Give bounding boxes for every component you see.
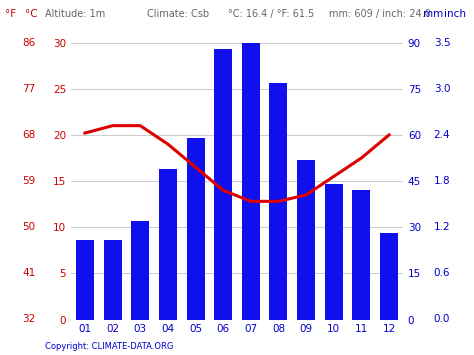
Text: Altitude: 1m: Altitude: 1m: [45, 9, 105, 19]
Bar: [325, 184, 343, 320]
Bar: [104, 240, 121, 320]
Text: 1.8: 1.8: [434, 176, 450, 186]
Text: 3.0: 3.0: [434, 84, 450, 94]
Text: inch: inch: [444, 9, 466, 19]
Text: 0.6: 0.6: [434, 268, 450, 278]
Bar: [270, 83, 287, 320]
Text: °C: °C: [25, 9, 37, 19]
Text: 32: 32: [22, 315, 36, 324]
Bar: [214, 49, 232, 320]
Bar: [131, 221, 149, 320]
Bar: [297, 159, 315, 320]
Bar: [353, 190, 370, 320]
Text: 86: 86: [22, 38, 36, 48]
Text: °C: 16.4 / °F: 61.5: °C: 16.4 / °F: 61.5: [228, 9, 314, 19]
Text: 2.4: 2.4: [434, 130, 450, 140]
Bar: [242, 43, 260, 320]
Bar: [159, 169, 177, 320]
Bar: [187, 138, 204, 320]
Bar: [76, 240, 94, 320]
Text: 77: 77: [22, 84, 36, 94]
Text: Climate: Csb: Climate: Csb: [147, 9, 209, 19]
Text: mm: 609 / inch: 24.0: mm: 609 / inch: 24.0: [329, 9, 431, 19]
Text: 0.0: 0.0: [434, 315, 450, 324]
Text: °F: °F: [5, 9, 16, 19]
Text: mm: mm: [423, 9, 444, 19]
Text: 59: 59: [22, 176, 36, 186]
Text: 1.2: 1.2: [434, 222, 450, 232]
Text: 50: 50: [22, 222, 36, 232]
Text: 68: 68: [22, 130, 36, 140]
Text: 41: 41: [22, 268, 36, 278]
Text: 3.5: 3.5: [434, 38, 450, 48]
Text: Copyright: CLIMATE-DATA.ORG: Copyright: CLIMATE-DATA.ORG: [45, 343, 173, 351]
Bar: [380, 233, 398, 320]
